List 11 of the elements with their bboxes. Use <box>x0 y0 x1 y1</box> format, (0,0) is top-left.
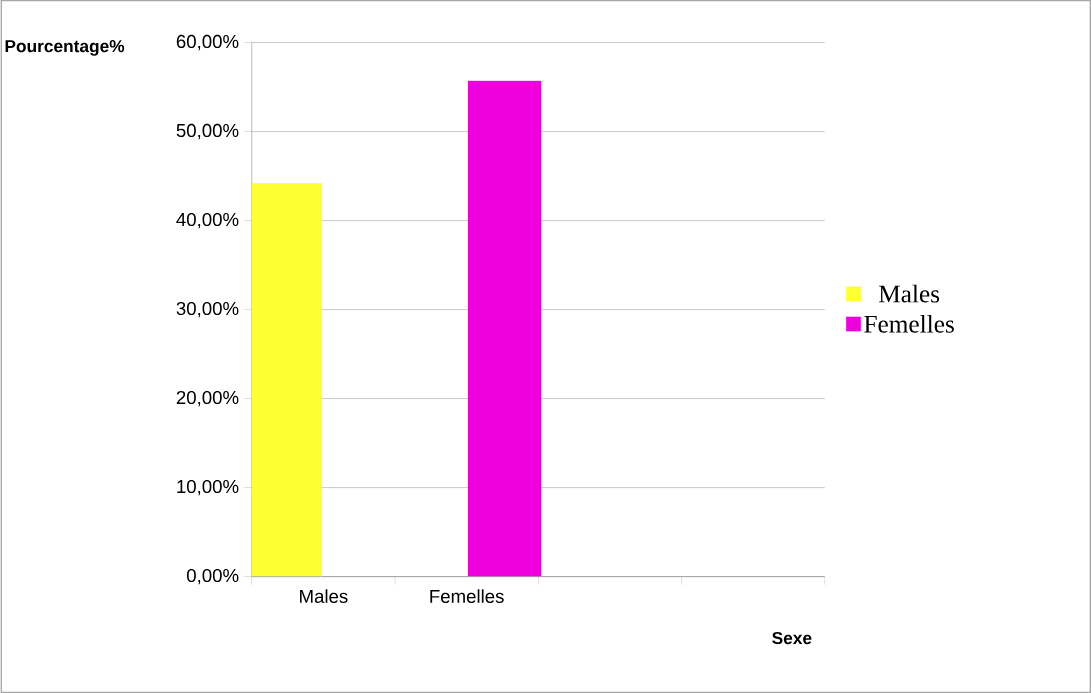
legend-label: Males <box>878 284 940 303</box>
x-axis-title: Sexe <box>772 631 812 645</box>
y-tick-label: 10,00% <box>177 479 239 496</box>
y-tick-label: 20,00% <box>176 390 239 407</box>
y-tick-label: 40,00% <box>176 212 239 229</box>
y-tick-label: 30,00% <box>176 301 239 318</box>
y-tick-label: 0,00% <box>186 568 239 585</box>
y-tick-label: 60,00% <box>176 34 239 51</box>
legend-label: Femelles <box>864 314 954 333</box>
y-tick-label: 50,00% <box>176 123 239 140</box>
y-axis-title: Pourcentage% <box>5 40 125 56</box>
